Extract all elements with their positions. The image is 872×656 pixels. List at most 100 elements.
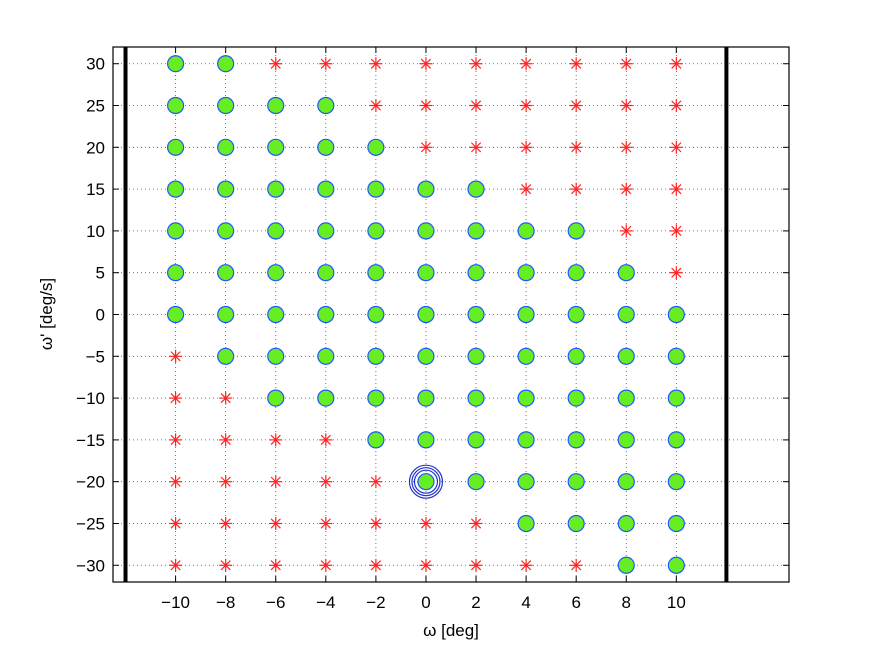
x-tick-label: 0 — [421, 593, 430, 612]
data-point-circle — [617, 431, 635, 449]
data-point-circle — [367, 138, 385, 156]
data-point-circle — [467, 222, 485, 240]
data-point-star — [169, 433, 183, 447]
x-tick-label: 10 — [667, 593, 686, 612]
data-point-circle — [166, 264, 185, 282]
data-point-star — [669, 99, 683, 113]
data-point-circle — [667, 305, 685, 324]
data-point-circle — [417, 389, 435, 407]
data-point-star — [369, 558, 383, 572]
data-point-circle — [367, 222, 385, 240]
data-point-circle — [217, 347, 235, 365]
highlight-marker — [408, 464, 444, 499]
x-tick-labels: −10 −8 −6 −4 −2 0 2 4 6 8 10 — [161, 593, 686, 612]
x-tick-label: −10 — [161, 593, 190, 612]
data-point-circle — [667, 431, 685, 449]
data-point-star — [169, 558, 183, 572]
y-tick-label: −15 — [76, 431, 105, 450]
data-point-circle — [217, 138, 235, 156]
data-point-star — [519, 57, 533, 71]
data-point-circle — [417, 473, 435, 491]
data-point-circle — [367, 389, 385, 407]
data-point-circle — [517, 431, 535, 449]
data-point-star — [269, 558, 283, 572]
data-point-circle — [267, 96, 285, 115]
data-point-circle — [467, 305, 485, 324]
data-point-star — [619, 57, 633, 71]
data-point-circle — [617, 389, 635, 407]
data-point-star — [519, 182, 533, 196]
data-point-circle — [417, 264, 435, 282]
data-point-star — [469, 99, 483, 113]
x-axis-label: ω [deg] — [423, 621, 479, 640]
data-point-star — [569, 140, 583, 154]
data-point-circle — [517, 305, 535, 324]
data-point-circle — [467, 180, 485, 198]
data-point-star — [519, 140, 533, 154]
boundary-lines — [123, 47, 729, 582]
data-point-star — [169, 516, 183, 530]
data-point-circle — [517, 222, 535, 240]
data-point-star — [519, 99, 533, 113]
data-point-star — [169, 349, 183, 363]
data-point-star — [669, 182, 683, 196]
data-point-circle — [467, 347, 485, 365]
data-point-circle — [567, 514, 585, 533]
data-point-star — [669, 140, 683, 154]
data-point-circle — [667, 514, 685, 533]
data-point-circle — [367, 180, 385, 198]
x-tick-label: 4 — [521, 593, 530, 612]
data-point-star — [269, 516, 283, 530]
data-point-star — [569, 57, 583, 71]
data-point-star — [569, 99, 583, 113]
data-point-circle — [667, 389, 685, 407]
data-point-star — [219, 475, 233, 489]
y-tick-label: −30 — [76, 556, 105, 575]
data-point-circle — [166, 180, 185, 198]
data-point-star — [519, 558, 533, 572]
data-point-star — [319, 57, 333, 71]
data-point-circle — [166, 96, 185, 115]
data-point-circle — [667, 473, 685, 491]
data-point-circle — [267, 389, 285, 407]
data-point-circle — [267, 264, 285, 282]
y-tick-label: 5 — [96, 264, 105, 283]
data-point-star — [569, 558, 583, 572]
data-point-star — [669, 266, 683, 280]
data-point-star — [269, 433, 283, 447]
data-point-circle — [467, 389, 485, 407]
data-point-star — [369, 516, 383, 530]
data-point-star — [219, 391, 233, 405]
data-point-circle — [517, 347, 535, 365]
data-point-star — [419, 558, 433, 572]
x-tick-label: −4 — [316, 593, 335, 612]
data-point-star — [319, 433, 333, 447]
data-point-star — [169, 391, 183, 405]
data-point-star — [419, 140, 433, 154]
data-point-star — [219, 516, 233, 530]
data-point-star — [619, 224, 633, 238]
data-point-circle — [517, 514, 535, 533]
data-point-star — [619, 182, 633, 196]
y-tick-label: −20 — [76, 473, 105, 492]
data-point-circle — [166, 305, 185, 324]
data-markers — [166, 55, 685, 574]
data-point-star — [569, 182, 583, 196]
y-tick-label: 15 — [86, 180, 105, 199]
data-point-star — [469, 140, 483, 154]
data-point-star — [269, 475, 283, 489]
data-point-circle — [267, 222, 285, 240]
y-axis-label: ω' [deg/s] — [37, 278, 56, 350]
data-point-star — [369, 475, 383, 489]
data-point-circle — [567, 264, 585, 282]
data-point-circle — [317, 264, 335, 282]
data-point-circle — [166, 55, 185, 73]
data-point-circle — [567, 347, 585, 365]
data-point-circle — [267, 305, 285, 324]
highlight-ring — [411, 467, 441, 497]
data-point-circle — [667, 347, 685, 365]
highlight-ring — [408, 464, 444, 499]
data-point-circle — [517, 389, 535, 407]
data-point-circle — [417, 431, 435, 449]
